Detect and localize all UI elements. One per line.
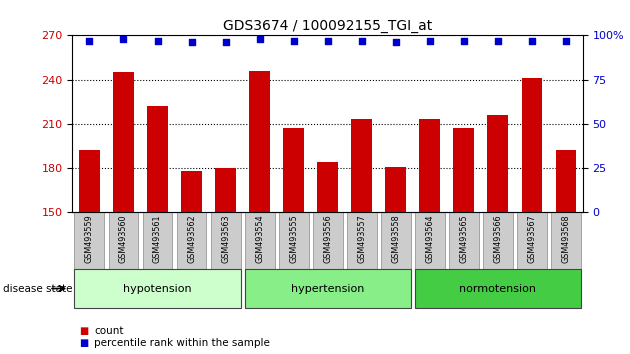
Bar <box>244 212 275 269</box>
Point <box>186 40 197 45</box>
Title: GDS3674 / 100092155_TGI_at: GDS3674 / 100092155_TGI_at <box>223 19 432 33</box>
Bar <box>74 212 105 269</box>
Text: GSM493565: GSM493565 <box>459 215 468 263</box>
Bar <box>420 119 440 212</box>
Text: disease state: disease state <box>3 284 72 293</box>
Point <box>459 38 469 44</box>
Point <box>152 38 163 44</box>
Point <box>425 38 435 44</box>
Bar <box>108 212 139 269</box>
Bar <box>79 150 100 212</box>
Text: count: count <box>94 326 124 336</box>
Text: GSM493559: GSM493559 <box>85 215 94 263</box>
Point <box>323 38 333 44</box>
Bar <box>210 212 241 269</box>
Text: percentile rank within the sample: percentile rank within the sample <box>94 338 270 348</box>
Point <box>220 40 231 45</box>
Text: GSM493560: GSM493560 <box>119 215 128 263</box>
Bar <box>312 212 343 269</box>
Point <box>391 40 401 45</box>
Text: GSM493564: GSM493564 <box>425 215 434 263</box>
Bar <box>147 106 168 212</box>
Text: GSM493554: GSM493554 <box>255 215 264 263</box>
Point <box>289 38 299 44</box>
Point <box>118 36 129 42</box>
Text: GSM493561: GSM493561 <box>153 215 162 263</box>
Text: GSM493568: GSM493568 <box>561 215 570 263</box>
Text: ■: ■ <box>79 338 88 348</box>
Point <box>493 38 503 44</box>
Bar <box>449 212 479 269</box>
Bar <box>483 212 513 269</box>
Bar <box>551 212 581 269</box>
Text: GSM493567: GSM493567 <box>527 215 536 263</box>
Bar <box>113 72 134 212</box>
Point <box>527 38 537 44</box>
Bar <box>249 71 270 212</box>
Bar <box>352 119 372 212</box>
Point <box>84 38 94 44</box>
Bar <box>415 212 445 269</box>
Bar <box>244 269 411 308</box>
Text: GSM493555: GSM493555 <box>289 215 298 263</box>
Bar <box>381 212 411 269</box>
Text: GSM493556: GSM493556 <box>323 215 332 263</box>
Bar <box>176 212 207 269</box>
Point <box>357 38 367 44</box>
Text: ■: ■ <box>79 326 88 336</box>
Bar <box>318 162 338 212</box>
Bar <box>142 212 173 269</box>
Bar <box>415 269 581 308</box>
Bar <box>215 168 236 212</box>
Text: hypertension: hypertension <box>291 284 364 293</box>
Bar <box>74 269 241 308</box>
Text: GSM493557: GSM493557 <box>357 215 366 263</box>
Text: normotension: normotension <box>459 284 536 293</box>
Bar <box>488 115 508 212</box>
Point <box>255 36 265 42</box>
Text: GSM493558: GSM493558 <box>391 215 400 263</box>
Bar <box>284 128 304 212</box>
Bar <box>278 212 309 269</box>
Bar <box>386 167 406 212</box>
Bar <box>181 171 202 212</box>
Text: hypotension: hypotension <box>123 284 192 293</box>
Bar <box>522 78 542 212</box>
Bar <box>346 212 377 269</box>
Text: GSM493566: GSM493566 <box>493 215 502 263</box>
Text: GSM493562: GSM493562 <box>187 215 196 263</box>
Bar <box>454 128 474 212</box>
Bar <box>517 212 547 269</box>
Point <box>561 38 571 44</box>
Text: GSM493563: GSM493563 <box>221 215 230 263</box>
Bar <box>556 150 576 212</box>
